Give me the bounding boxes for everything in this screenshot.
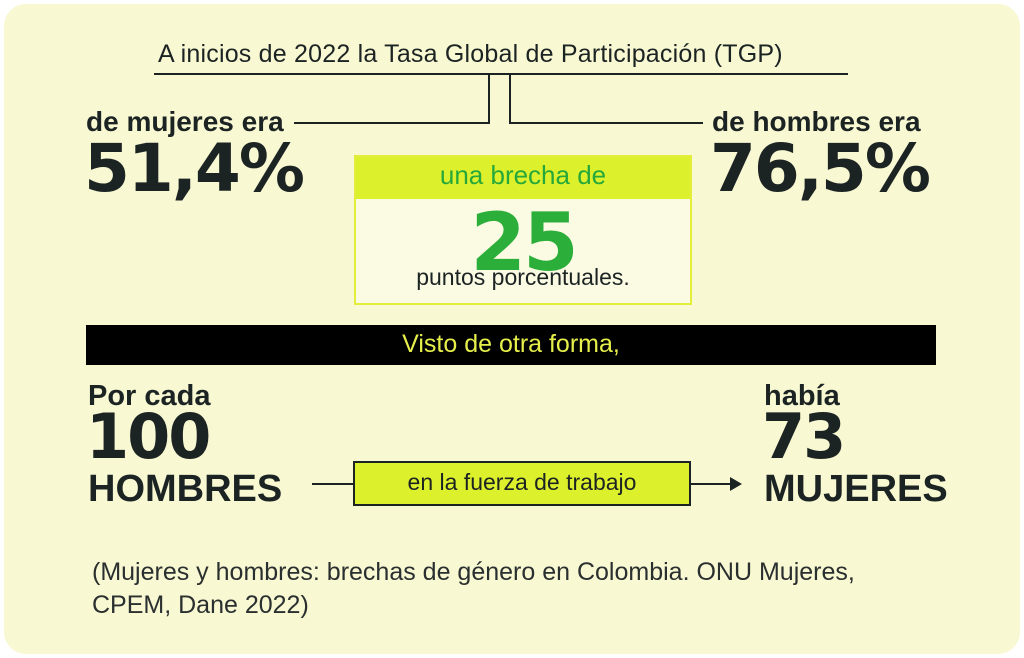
gap-value: 25 (470, 196, 578, 289)
connector-right-horizontal (509, 122, 703, 124)
source-line-2: CPEM, Dane 2022) (92, 591, 309, 619)
source-line-1: (Mujeres y hombres: brechas de género en… (92, 558, 855, 586)
gap-box-header (356, 157, 690, 199)
connector-left-horizontal (294, 122, 490, 124)
men-value: 76,5% (710, 130, 931, 207)
source-citation: (Mujeres y hombres: brechas de género en… (92, 556, 892, 622)
ratio-connector-right-line (691, 483, 731, 485)
women-value: 51,4% (84, 130, 305, 207)
banner-text: Visto de otra forma, (402, 330, 620, 358)
ratio-right-noun: MUJERES (764, 468, 948, 510)
men-label: de hombres era (712, 106, 921, 137)
gap-intro: una brecha de (439, 160, 607, 190)
ratio-left-value: 100 (86, 400, 211, 473)
arrow-right-icon (730, 477, 742, 491)
banner-bar (86, 325, 936, 365)
ratio-connector-left-line (312, 483, 354, 485)
ratio-right-label: había (764, 380, 840, 412)
connector-left-vertical (488, 75, 490, 124)
infographic-title: A inicios de 2022 la Tasa Global de Part… (158, 40, 783, 68)
ratio-left-label: Por cada (88, 380, 211, 412)
connector-right-vertical (509, 75, 511, 124)
ratio-connector-box (353, 461, 691, 506)
ratio-connector-text: en la fuerza de trabajo (407, 469, 637, 495)
women-label: de mujeres era (86, 106, 284, 137)
ratio-left-noun: HOMBRES (88, 468, 283, 510)
gap-unit: puntos porcentuales. (416, 264, 630, 290)
title-underline (154, 73, 848, 75)
ratio-right-value: 73 (762, 400, 846, 473)
